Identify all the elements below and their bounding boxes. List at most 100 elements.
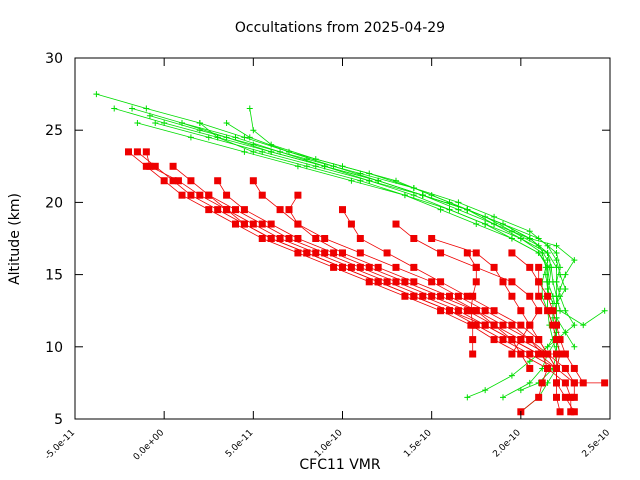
data-point bbox=[526, 336, 534, 344]
data-point bbox=[526, 321, 534, 329]
data-point bbox=[428, 235, 436, 242]
data-point bbox=[259, 148, 266, 155]
data-point bbox=[535, 278, 543, 286]
red-profile-series bbox=[285, 191, 534, 372]
data-point bbox=[481, 307, 489, 315]
data-point bbox=[312, 235, 320, 242]
data-point bbox=[143, 105, 150, 112]
data-point bbox=[174, 177, 182, 185]
data-point bbox=[437, 278, 445, 286]
data-point bbox=[535, 263, 543, 271]
x-tick-label: 1.5e-10 bbox=[402, 428, 434, 460]
data-point bbox=[579, 379, 587, 387]
data-point bbox=[553, 350, 560, 358]
data-point bbox=[205, 206, 213, 214]
data-point bbox=[339, 249, 346, 257]
data-point bbox=[517, 321, 525, 329]
data-point bbox=[526, 263, 534, 271]
data-point bbox=[567, 393, 575, 401]
data-point bbox=[472, 307, 480, 315]
data-point bbox=[392, 263, 400, 271]
data-point bbox=[285, 206, 293, 214]
data-point bbox=[133, 148, 141, 156]
chart-title: Occultations from 2025-04-29 bbox=[235, 20, 445, 36]
data-point bbox=[258, 220, 266, 228]
data-point bbox=[469, 350, 477, 358]
data-point bbox=[401, 278, 409, 286]
data-point bbox=[508, 292, 516, 300]
data-point bbox=[508, 321, 516, 329]
red-profile-series bbox=[205, 191, 560, 372]
series-line bbox=[511, 252, 584, 384]
data-point bbox=[205, 134, 212, 141]
data-point bbox=[348, 177, 355, 184]
data-point bbox=[508, 336, 516, 344]
data-point bbox=[241, 148, 248, 155]
data-point bbox=[517, 350, 525, 358]
data-point bbox=[347, 220, 355, 228]
data-point bbox=[561, 393, 569, 401]
data-point bbox=[339, 263, 346, 271]
data-point bbox=[562, 329, 569, 336]
data-point bbox=[526, 350, 534, 358]
data-point bbox=[549, 321, 557, 329]
data-point bbox=[571, 257, 578, 264]
data-point bbox=[571, 322, 578, 329]
data-point bbox=[374, 278, 382, 286]
y-tick-label: 10 bbox=[45, 340, 63, 356]
data-point bbox=[561, 379, 569, 387]
data-point bbox=[446, 206, 453, 213]
data-point bbox=[401, 192, 408, 199]
data-point bbox=[482, 221, 489, 228]
data-point bbox=[410, 235, 418, 242]
data-point bbox=[544, 249, 551, 256]
data-point bbox=[428, 278, 436, 286]
x-tick-label: -5.0e-11 bbox=[43, 428, 77, 462]
data-point bbox=[286, 148, 292, 155]
data-point bbox=[463, 249, 471, 257]
data-point bbox=[356, 263, 364, 271]
data-point bbox=[366, 177, 373, 184]
red-profile-series bbox=[535, 263, 578, 416]
x-tick-label: 0.0e+00 bbox=[132, 428, 167, 463]
data-point bbox=[249, 220, 257, 228]
data-point bbox=[276, 235, 284, 242]
data-point bbox=[250, 127, 257, 134]
data-point bbox=[214, 177, 222, 185]
data-point bbox=[561, 364, 569, 372]
y-tick-label: 25 bbox=[45, 123, 63, 139]
data-point bbox=[129, 105, 136, 112]
data-point bbox=[249, 177, 257, 185]
data-point bbox=[472, 321, 480, 329]
data-point bbox=[556, 408, 564, 416]
data-point bbox=[570, 393, 578, 401]
data-point bbox=[437, 206, 444, 213]
data-point bbox=[557, 264, 564, 271]
data-point bbox=[321, 235, 329, 242]
data-point bbox=[517, 307, 525, 315]
data-point bbox=[570, 408, 578, 416]
data-point bbox=[169, 162, 177, 170]
data-point bbox=[580, 322, 587, 329]
data-point bbox=[134, 119, 141, 126]
data-point bbox=[553, 300, 560, 307]
data-point bbox=[125, 148, 132, 156]
data-point bbox=[240, 220, 248, 228]
red-profile-series bbox=[249, 177, 552, 416]
data-point bbox=[482, 387, 489, 394]
data-point bbox=[491, 213, 498, 220]
data-point bbox=[556, 350, 564, 358]
data-point bbox=[517, 387, 524, 394]
data-point bbox=[464, 394, 471, 401]
data-point bbox=[410, 263, 418, 271]
y-axis: 5 10 15 20 25 30 bbox=[45, 51, 610, 428]
data-point bbox=[556, 336, 564, 344]
data-point bbox=[178, 191, 186, 199]
x-axis-label: CFC11 VMR bbox=[299, 457, 381, 473]
data-point bbox=[142, 162, 150, 170]
data-point bbox=[535, 393, 543, 401]
data-point bbox=[562, 271, 569, 278]
data-point bbox=[535, 292, 543, 300]
data-point bbox=[312, 163, 319, 170]
series-line bbox=[395, 223, 540, 355]
